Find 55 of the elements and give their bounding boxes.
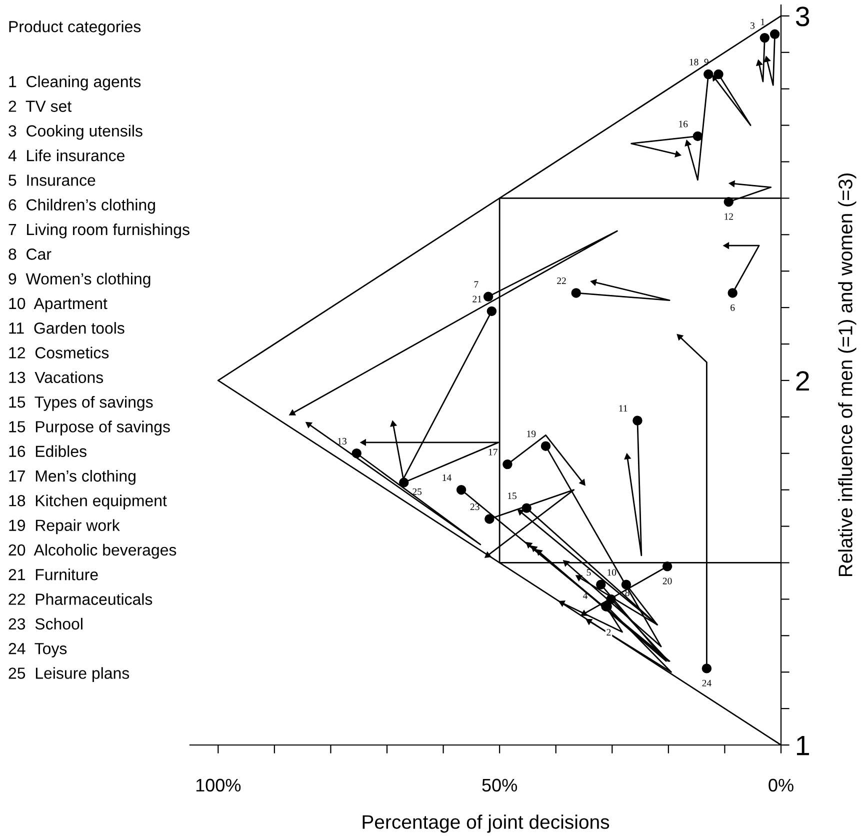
- text: 17 Men’s clothing: [9, 470, 136, 485]
- text: 3 Cooking utensils: [8, 124, 142, 140]
- text: 23 School: [8, 618, 82, 630]
- y-tick-label: 1: [797, 736, 809, 756]
- annotation: 19: [527, 430, 536, 438]
- annotation: 14: [442, 474, 452, 481]
- text: 19 Repair work: [9, 519, 120, 534]
- y-tick-label: 2: [796, 371, 809, 391]
- text: 2 TV set: [8, 100, 72, 112]
- text: 4 Life insurance: [8, 150, 124, 162]
- text: 25 Leisure plans: [8, 667, 130, 682]
- text: 18 Kitchen equipment: [9, 494, 167, 510]
- annotation: 13: [338, 438, 347, 444]
- text: 12 Cosmetics: [9, 346, 109, 358]
- annotation: 17: [488, 448, 498, 456]
- x-tick-label: 100%: [196, 778, 241, 792]
- text: 15 Purpose of savings: [9, 420, 170, 436]
- text: 16 Edibles: [9, 445, 86, 458]
- text: 5 Insurance: [8, 174, 96, 186]
- x-axis-title: Percentage of joint decisions: [362, 814, 610, 833]
- annotation: 25: [412, 488, 422, 495]
- text: 15 Types of savings: [9, 396, 153, 411]
- annotation: 20: [662, 578, 672, 584]
- annotation: 21: [472, 296, 482, 302]
- text: 24 Toys: [8, 642, 67, 658]
- annotation: 7: [474, 281, 478, 288]
- text: 9 Women’s clothing: [8, 272, 150, 288]
- annotation: 1: [761, 18, 765, 26]
- annotation: 16: [679, 120, 688, 128]
- text: 21 Furniture: [8, 568, 98, 580]
- text: 1 Cleaning agents: [9, 76, 141, 90]
- text: 22 Pharmaceuticals: [8, 593, 152, 605]
- annotation: 23: [470, 504, 480, 510]
- text: 6 Children’s clothing: [8, 198, 155, 214]
- x-tick-label: 50%: [482, 778, 517, 792]
- text: 8 Car: [8, 248, 52, 260]
- annotation: 12: [724, 213, 733, 220]
- text: 10 Apartment: [9, 298, 108, 312]
- y-axis-title: Relative influence of men (=1) and women (=3): [838, 174, 856, 576]
- x-tick-label: 0%: [768, 778, 794, 792]
- y-tick-label: 3: [796, 6, 810, 26]
- annotation: 24: [702, 680, 712, 686]
- text: 11 Garden tools: [9, 322, 124, 334]
- text: 13 Vacations: [9, 371, 104, 384]
- annotation: 18: [690, 58, 698, 66]
- annotation: 3: [750, 22, 755, 29]
- text: 20 Alcoholic beverages: [8, 544, 176, 559]
- annotation: 15: [508, 492, 516, 500]
- text: 7 Living room furnishings: [8, 223, 190, 238]
- annotation: 6: [730, 304, 735, 311]
- text: Product categories: [9, 20, 141, 36]
- annotation: 11: [619, 405, 628, 412]
- annotation: 2: [606, 629, 611, 636]
- annotation: 10: [608, 569, 616, 576]
- annotation: 22: [557, 278, 566, 284]
